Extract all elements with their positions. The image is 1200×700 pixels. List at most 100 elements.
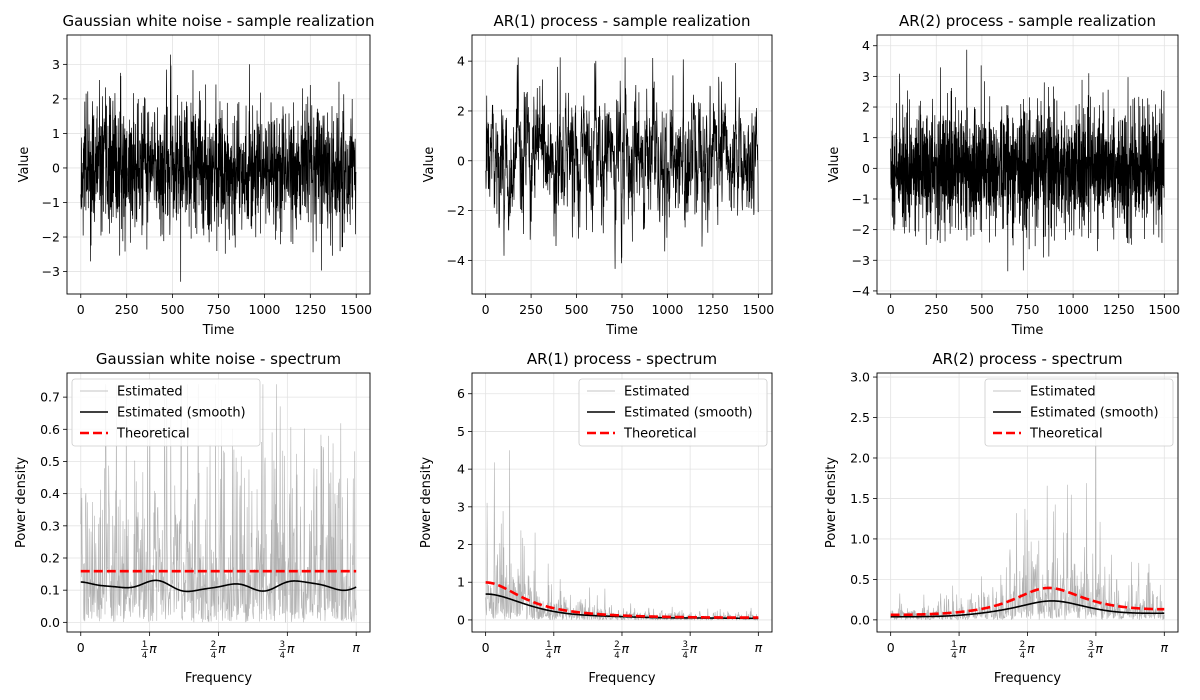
- x-axis-label: Frequency: [994, 671, 1061, 686]
- x-tick-label-num: 3: [1088, 640, 1093, 650]
- legend-label: Estimated (smooth): [1030, 406, 1159, 421]
- series-estimated: [80, 384, 357, 623]
- x-tick-label-pi: π: [1027, 641, 1035, 656]
- x-tick-label-den: 4: [614, 651, 619, 661]
- x-tick-label: 14 π: [545, 640, 561, 661]
- x-tick-label-pi: π: [149, 641, 157, 656]
- y-tick-label: 0.7: [40, 390, 60, 405]
- x-tick-label-pi: π: [1095, 641, 1103, 656]
- x-tick-label-num: 3: [682, 640, 687, 650]
- legend-label: Estimated: [624, 385, 690, 400]
- chart-panel: 0 250 500 750 1000 1250 1500 −4 −2 0 2 4 AR(1) proce…: [422, 12, 774, 338]
- x-tick-label: π: [352, 640, 360, 655]
- y-tick-label: −1: [42, 195, 60, 210]
- x-tick-label-den: 4: [682, 651, 687, 661]
- chart-panel: 0 250 500 750 1000 1250 1500 −3 −2 −1 0 1 2 3 Gaussian…: [17, 12, 374, 338]
- y-axis-label: Power density: [824, 457, 839, 548]
- chart-panel: 0 14 π 24 π 34 π π0.00.10.20.30.40.50.60.7Gauss…: [14, 350, 371, 686]
- x-axis-label: Frequency: [588, 671, 655, 686]
- x-tick-label-pi: π: [621, 641, 629, 656]
- legend-label: Estimated (smooth): [117, 406, 246, 421]
- legend-label: Estimated: [1030, 385, 1096, 400]
- y-tick-label: 0.0: [40, 615, 60, 630]
- y-tick-label: 3: [52, 57, 60, 72]
- plot-area: [80, 54, 357, 282]
- x-tick-label: 250: [519, 302, 543, 317]
- y-tick-label: −2: [852, 222, 870, 237]
- legend-box: [984, 378, 1174, 447]
- x-tick-label: 34 π: [681, 640, 698, 661]
- x-tick-label-den: 4: [951, 651, 956, 661]
- series-line: [485, 57, 759, 269]
- x-axis-label: Time: [605, 323, 638, 338]
- y-tick-label: 3: [862, 69, 870, 84]
- legend-label: Estimated: [117, 385, 183, 400]
- x-tick-label: 0: [77, 302, 85, 317]
- y-tick-label: 0.4: [40, 486, 60, 501]
- x-tick-label: 500: [161, 302, 185, 317]
- y-tick-label: 1: [862, 130, 870, 145]
- y-tick-label: 2.5: [850, 410, 870, 425]
- chart-title: Gaussian white noise - sample realizatio…: [63, 12, 375, 30]
- series-line: [890, 49, 1165, 272]
- y-tick-label: 0.6: [40, 422, 60, 437]
- legend-label: Theoretical: [623, 427, 697, 442]
- x-tick-label: 0: [77, 640, 85, 655]
- x-tick-label: 24 π: [209, 640, 226, 661]
- x-tick-label-den: 4: [280, 651, 285, 661]
- y-tick-label: 6: [457, 386, 465, 401]
- legend-label: Estimated (smooth): [624, 406, 753, 421]
- x-tick-label-num: 1: [142, 640, 147, 650]
- x-tick-label-den: 4: [1088, 651, 1093, 661]
- y-tick-label: 0.3: [40, 518, 60, 533]
- x-tick-label: 1250: [1103, 302, 1135, 317]
- x-axis-label: Frequency: [185, 671, 252, 686]
- legend: Estimated Estimated (smooth) Theoretical: [578, 378, 768, 447]
- x-tick-label-pi: π: [959, 641, 967, 656]
- y-tick-label: 0: [862, 161, 870, 176]
- x-tick-label: 0: [887, 640, 895, 655]
- y-tick-label: −1: [852, 191, 870, 206]
- x-tick-label-den: 4: [1020, 651, 1025, 661]
- series-smooth: [890, 600, 1165, 618]
- x-tick-label: 1250: [294, 302, 326, 317]
- series-smooth: [80, 579, 357, 593]
- x-tick-label-num: 2: [211, 640, 216, 650]
- series-estimated: [890, 381, 1165, 621]
- x-axis-label: Time: [202, 323, 235, 338]
- x-tick-label-num: 1: [951, 640, 956, 650]
- x-tick-label: 34 π: [278, 640, 295, 661]
- x-tick-label: 750: [610, 302, 634, 317]
- y-tick-label: 3.0: [850, 370, 870, 385]
- y-tick-label: 1.5: [850, 491, 870, 506]
- y-tick-label: 2: [862, 100, 870, 115]
- plot-area: [80, 384, 357, 623]
- y-tick-label: 0: [52, 160, 60, 175]
- legend: Estimated Estimated (smooth) Theoretical: [71, 378, 261, 447]
- x-tick-label: 250: [924, 302, 948, 317]
- x-tick-label-pi: π: [690, 641, 698, 656]
- y-tick-label: −3: [852, 253, 870, 268]
- y-tick-label: 0.1: [40, 583, 60, 598]
- x-tick-label: 0: [482, 640, 490, 655]
- x-tick-label: 1500: [1148, 302, 1180, 317]
- y-tick-label: 4: [457, 462, 465, 477]
- y-axis-label: Value: [422, 147, 437, 183]
- x-tick-label: 24 π: [1018, 640, 1035, 661]
- y-tick-label: 1: [457, 575, 465, 590]
- x-tick-label-num: 2: [614, 640, 619, 650]
- x-tick-label-den: 4: [546, 651, 551, 661]
- chart-panel: 0 14 π 24 π 34 π π0.00.51.01.52.02.53.0AR(2) pr…: [824, 350, 1179, 686]
- plot-area: [485, 57, 759, 269]
- plot-area: [890, 49, 1165, 272]
- x-tick-label-pi: π: [218, 641, 226, 656]
- y-tick-label: 4: [457, 54, 465, 69]
- y-tick-label: 0.5: [850, 572, 870, 587]
- x-tick-label-den: 4: [211, 651, 216, 661]
- x-tick-label: 1500: [340, 302, 372, 317]
- y-tick-label: 0: [457, 612, 465, 627]
- y-tick-label: 4: [862, 38, 870, 53]
- x-tick-label: 0: [482, 302, 490, 317]
